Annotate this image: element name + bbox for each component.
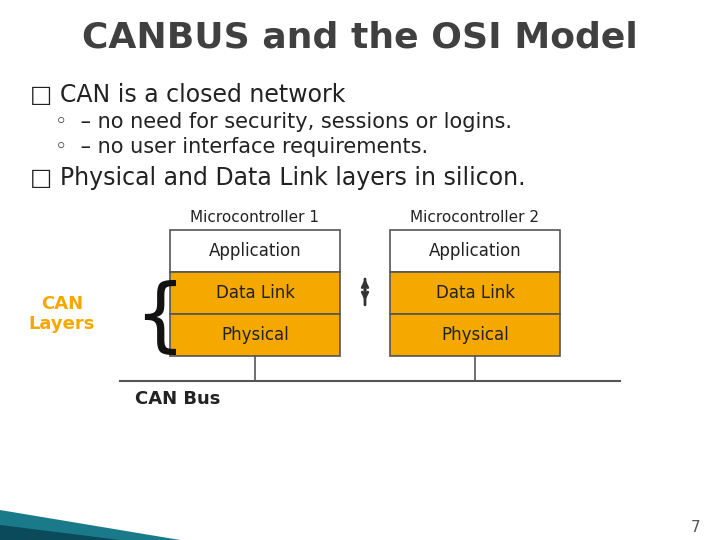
Text: □ CAN is a closed network: □ CAN is a closed network [30,83,346,107]
Text: Application: Application [209,242,301,260]
Text: ◦  – no user interface requirements.: ◦ – no user interface requirements. [55,137,428,157]
Text: Physical: Physical [221,326,289,344]
FancyBboxPatch shape [170,314,340,356]
Text: □ Physical and Data Link layers in silicon.: □ Physical and Data Link layers in silic… [30,166,526,190]
Text: CAN Bus: CAN Bus [135,390,220,408]
Text: ◦  – no need for security, sessions or logins.: ◦ – no need for security, sessions or lo… [55,112,512,132]
Text: Data Link: Data Link [215,284,294,302]
FancyBboxPatch shape [170,230,340,272]
Text: 7: 7 [690,521,700,536]
Text: }: } [115,275,166,353]
Text: Application: Application [428,242,521,260]
Text: CAN
Layers: CAN Layers [29,295,95,333]
PathPatch shape [0,525,120,540]
Text: Data Link: Data Link [436,284,515,302]
Text: Microcontroller 2: Microcontroller 2 [410,211,539,226]
FancyBboxPatch shape [390,314,560,356]
PathPatch shape [0,510,180,540]
Text: CANBUS and the OSI Model: CANBUS and the OSI Model [82,21,638,55]
Text: Microcontroller 1: Microcontroller 1 [191,211,320,226]
FancyBboxPatch shape [390,230,560,272]
FancyBboxPatch shape [170,272,340,314]
FancyBboxPatch shape [390,272,560,314]
Text: Physical: Physical [441,326,509,344]
